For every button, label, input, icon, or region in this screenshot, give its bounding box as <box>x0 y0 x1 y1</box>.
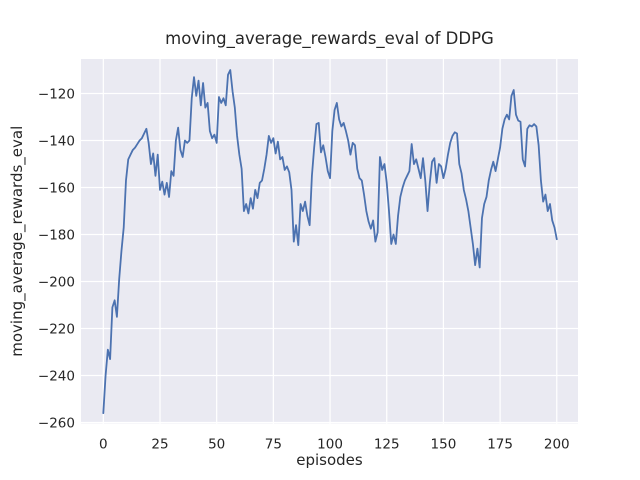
reward-line-series <box>102 69 558 415</box>
x-tick-label: 150 <box>431 437 457 453</box>
x-tick-label: 0 <box>99 437 108 453</box>
y-tick-label: −160 <box>38 180 75 196</box>
y-tick-label: −220 <box>38 321 75 337</box>
gridlines <box>81 59 578 424</box>
y-axis-label: moving_average_rewards_eval <box>8 126 27 357</box>
y-tick-label: −240 <box>38 368 75 384</box>
y-tick-label: −120 <box>38 86 75 102</box>
x-tick-label: 125 <box>374 437 400 453</box>
y-tick-label: −140 <box>38 133 75 149</box>
x-tick-label: 75 <box>265 437 282 453</box>
x-axis-label: episodes <box>296 451 363 469</box>
y-tick-label: −200 <box>38 274 75 290</box>
x-tick-label: 175 <box>487 437 513 453</box>
y-tick-label: −180 <box>38 227 75 243</box>
x-axis-tick-labels: 0 25 50 75 100 125 150 175 200 <box>99 437 570 453</box>
chart-title: moving_average_rewards_eval of DDPG <box>165 29 494 49</box>
x-tick-label: 50 <box>208 437 225 453</box>
x-tick-label: 25 <box>151 437 168 453</box>
x-tick-label: 200 <box>544 437 570 453</box>
y-tick-label: −260 <box>38 415 75 431</box>
x-tick-label: 100 <box>317 437 343 453</box>
y-axis-tick-labels: −120 −140 −160 −180 −200 −220 −240 −260 <box>38 86 75 431</box>
